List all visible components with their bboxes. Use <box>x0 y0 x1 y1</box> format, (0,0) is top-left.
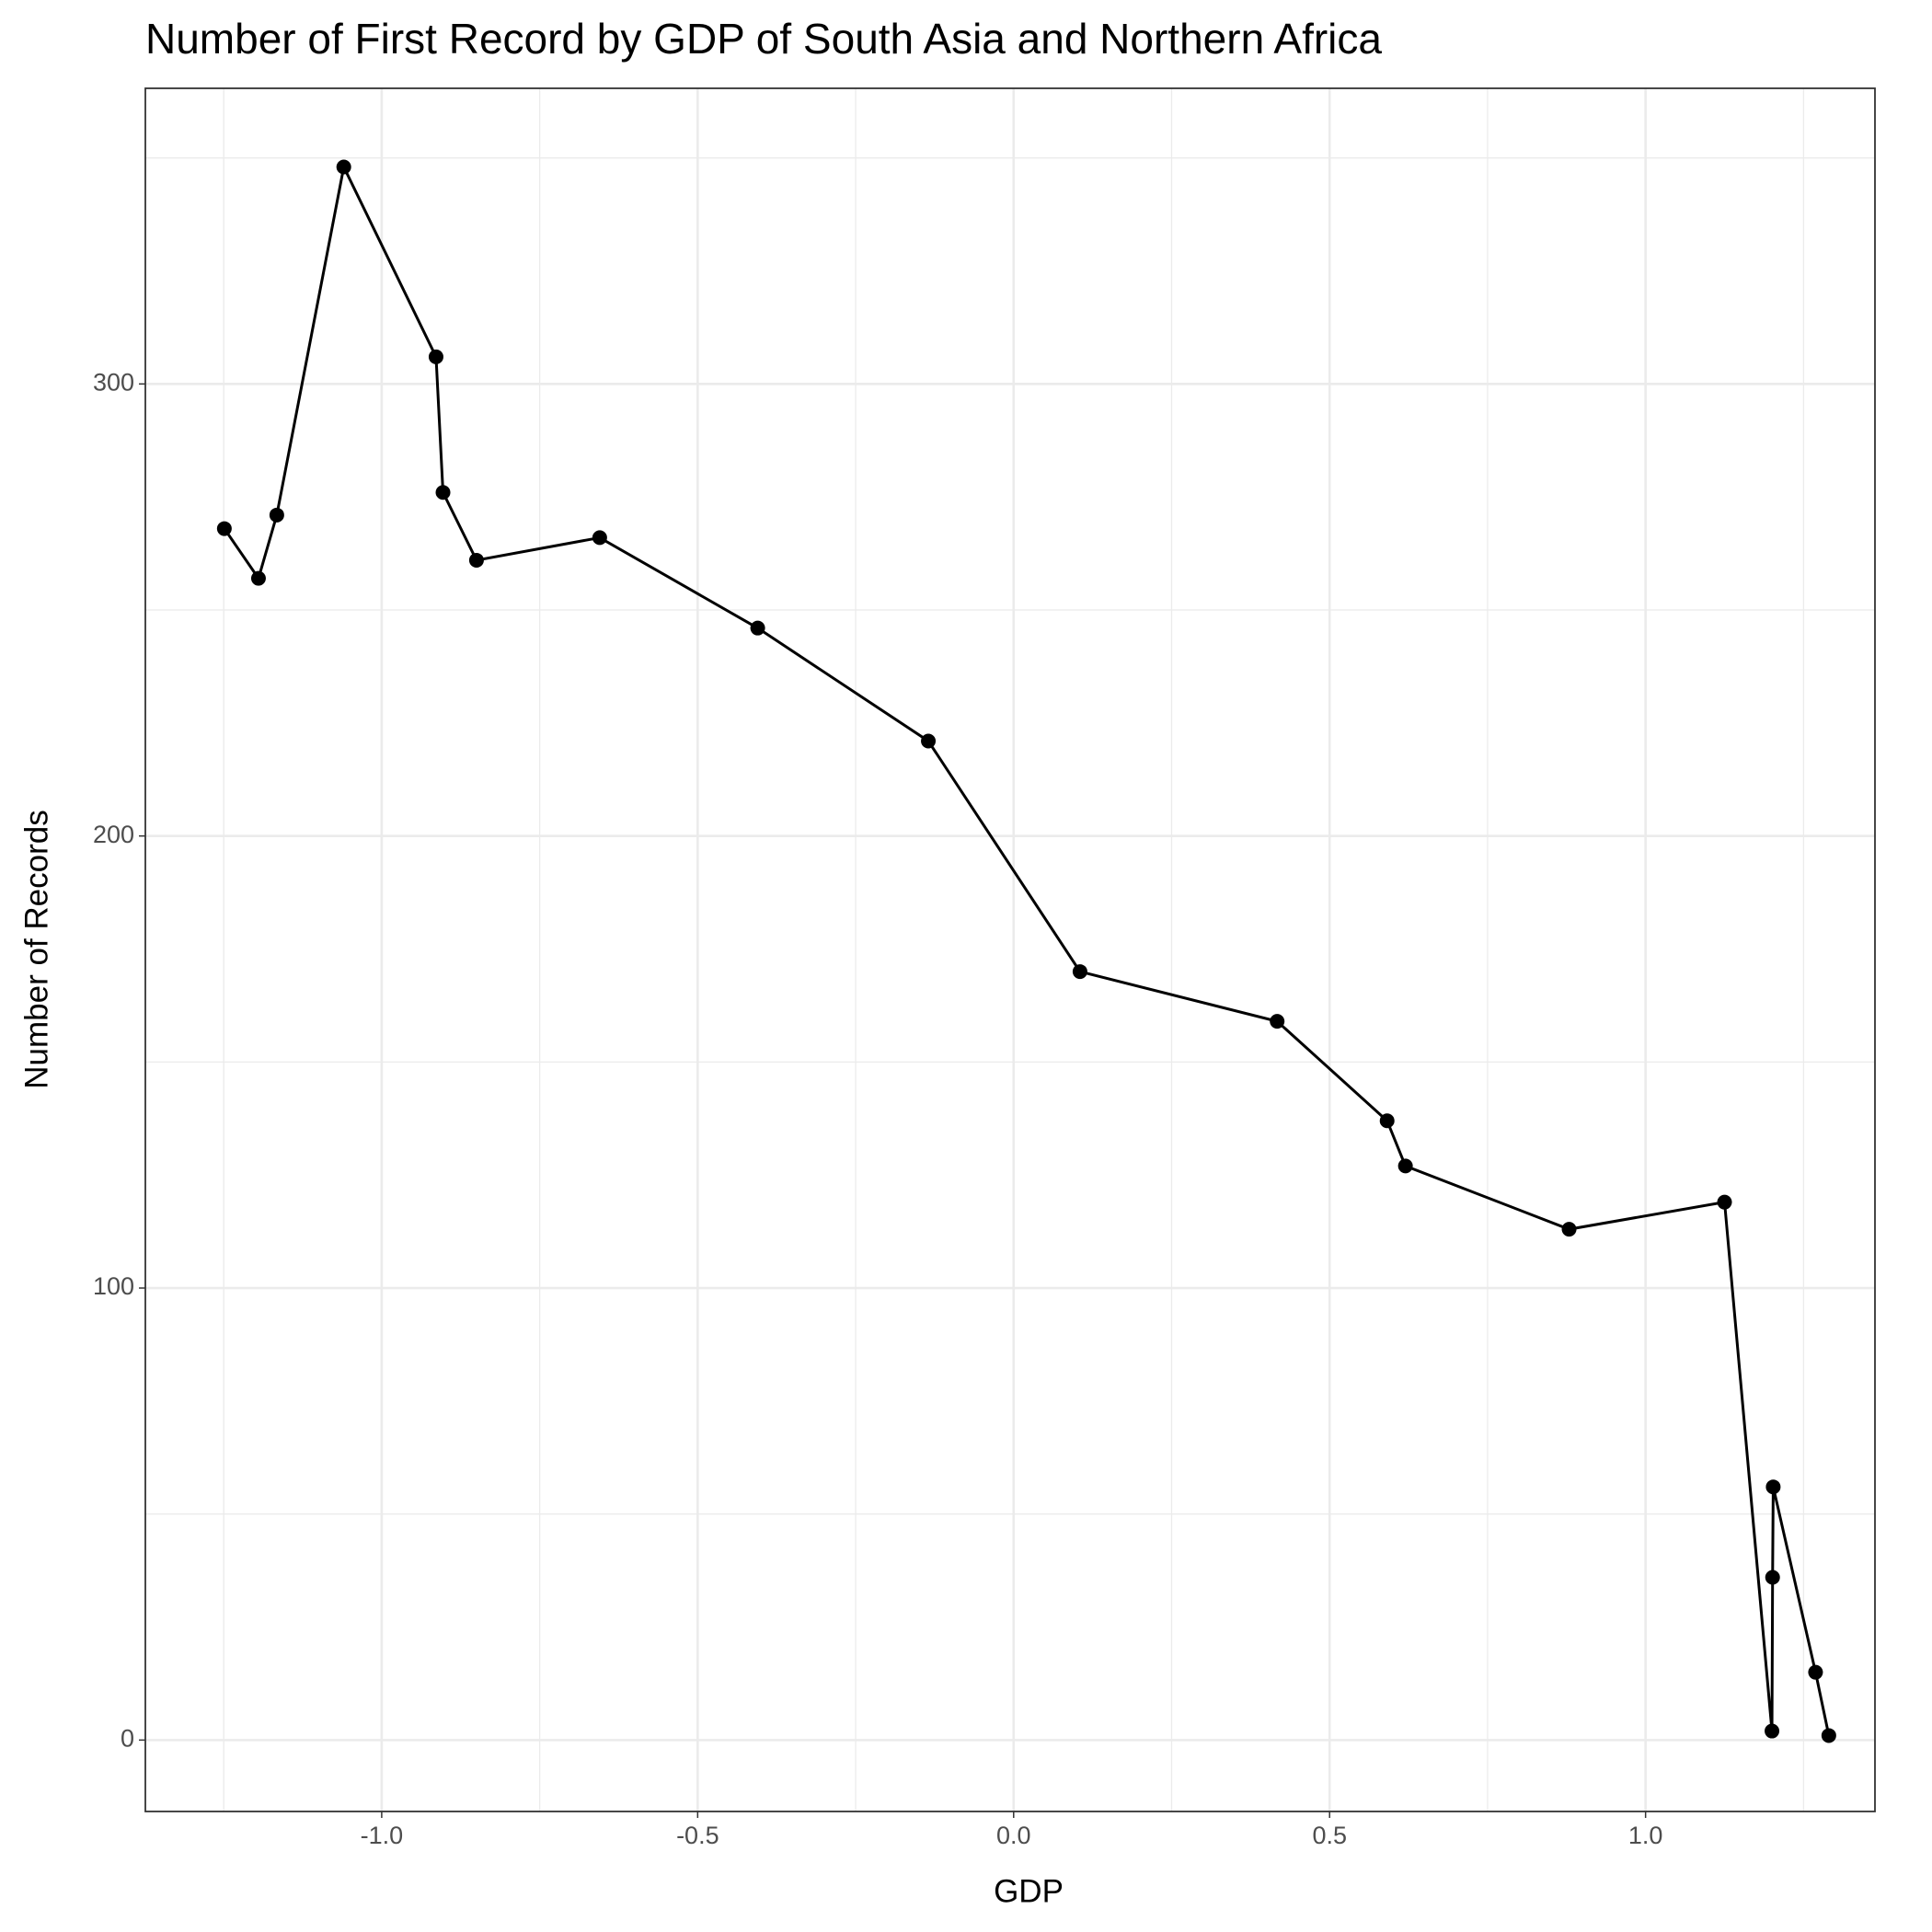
x-tick-label: -0.5 <box>676 1822 719 1849</box>
x-tick-label: 0.5 <box>1312 1822 1347 1849</box>
data-point <box>250 570 266 586</box>
data-point <box>921 733 937 749</box>
data-point <box>468 552 484 568</box>
data-point <box>1379 1113 1395 1129</box>
x-tick-label: 1.0 <box>1628 1822 1663 1849</box>
x-axis-label: GDP <box>994 1873 1064 1909</box>
panel-border <box>144 87 1876 1812</box>
y-axis-label: Number of Records <box>18 810 54 1088</box>
y-tick-label: 300 <box>93 368 134 396</box>
x-tick-label: -1.0 <box>361 1822 404 1849</box>
data-point <box>428 349 443 364</box>
data-point <box>1765 1479 1781 1495</box>
data-point <box>1765 1570 1780 1585</box>
data-point <box>1808 1664 1823 1680</box>
data-point <box>1072 964 1087 980</box>
x-tick-label: 0.0 <box>996 1822 1031 1849</box>
data-point <box>216 521 232 536</box>
data-point <box>750 620 765 636</box>
data-point <box>592 530 607 546</box>
data-point <box>269 507 284 523</box>
y-tick-label: 100 <box>93 1272 134 1300</box>
data-point <box>1397 1158 1413 1174</box>
y-tick-label: 200 <box>93 821 134 848</box>
data-point <box>435 485 451 500</box>
data-point <box>1765 1723 1780 1739</box>
data-point <box>1717 1194 1732 1210</box>
data-point <box>1821 1728 1836 1743</box>
data-point <box>1270 1014 1285 1029</box>
data-point <box>336 159 351 175</box>
chart-title: Number of First Record by GDP of South A… <box>145 15 1382 63</box>
data-point <box>1561 1222 1577 1237</box>
y-tick-label: 0 <box>121 1724 134 1752</box>
data-line <box>223 162 1831 1736</box>
